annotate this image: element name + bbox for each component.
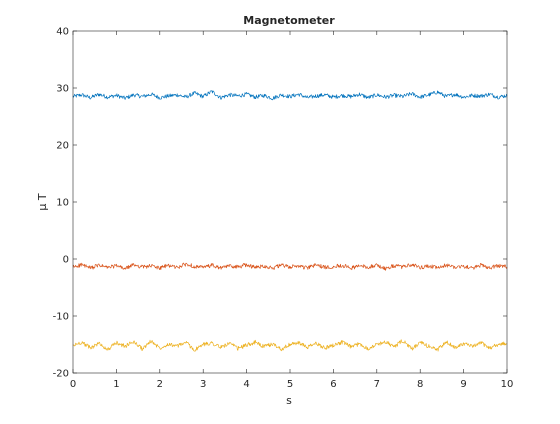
series-line-3 bbox=[72, 339, 508, 352]
x-tick-label: 4 bbox=[243, 379, 249, 390]
series-line-1 bbox=[72, 90, 508, 101]
y-axis-label: μ T bbox=[36, 193, 49, 210]
y-tick-label: 20 bbox=[56, 141, 69, 152]
plot-area-box bbox=[72, 30, 508, 374]
y-tick-label: 0 bbox=[63, 255, 69, 266]
x-tick-label: 9 bbox=[460, 379, 466, 390]
x-tick-label: 0 bbox=[70, 379, 76, 390]
x-tick-label: 1 bbox=[113, 379, 119, 390]
x-tick-label: 3 bbox=[200, 379, 206, 390]
y-tick-label: -20 bbox=[53, 369, 69, 380]
y-tick-label: -10 bbox=[53, 312, 69, 323]
y-tick-label: 40 bbox=[56, 27, 69, 38]
x-tick-label: 8 bbox=[417, 379, 423, 390]
y-tick-label: 10 bbox=[56, 198, 69, 209]
series-line-2 bbox=[72, 262, 508, 271]
x-tick-label: 7 bbox=[374, 379, 380, 390]
x-tick-label: 6 bbox=[330, 379, 336, 390]
ticks-layer: 0 1 2 3 4 5 6 7 8 9 10 -20 -10 0 10 20 30 40 bbox=[53, 27, 514, 391]
series-layer bbox=[72, 90, 508, 352]
x-axis-label: s bbox=[286, 394, 292, 407]
y-tick-label: 30 bbox=[56, 84, 69, 95]
x-tick-label: 2 bbox=[157, 379, 163, 390]
x-tick-label: 10 bbox=[501, 379, 514, 390]
chart-title: Magnetometer bbox=[243, 14, 335, 27]
x-tick-label: 5 bbox=[287, 379, 293, 390]
